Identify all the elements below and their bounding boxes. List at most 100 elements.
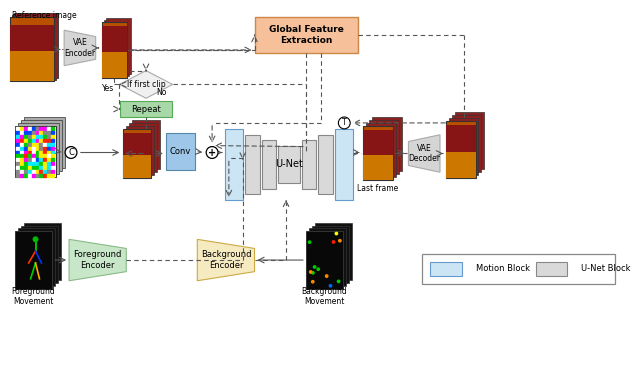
FancyBboxPatch shape	[102, 22, 127, 78]
Bar	[51, 158, 54, 161]
Bar	[31, 166, 35, 169]
Bar	[44, 142, 46, 146]
FancyBboxPatch shape	[18, 123, 59, 174]
Bar	[28, 142, 31, 146]
FancyBboxPatch shape	[363, 153, 392, 180]
Bar	[47, 147, 51, 150]
Bar	[28, 150, 31, 154]
Bar	[28, 162, 31, 165]
Bar	[28, 170, 31, 173]
Bar	[24, 155, 27, 157]
Bar	[16, 158, 19, 161]
FancyBboxPatch shape	[166, 133, 195, 170]
Bar	[24, 166, 27, 169]
FancyBboxPatch shape	[225, 129, 243, 200]
FancyBboxPatch shape	[422, 254, 614, 284]
Text: Background
Movement: Background Movement	[301, 287, 348, 306]
Bar	[28, 131, 31, 134]
Bar	[16, 131, 19, 134]
Bar	[40, 158, 42, 161]
Bar	[40, 174, 42, 177]
Bar	[16, 142, 19, 146]
Bar	[35, 162, 38, 165]
Bar	[31, 127, 35, 130]
Text: Background
Encoder: Background Encoder	[201, 250, 251, 270]
Bar	[47, 162, 51, 165]
Bar	[20, 174, 22, 177]
FancyBboxPatch shape	[452, 115, 481, 172]
Bar	[47, 131, 51, 134]
Polygon shape	[64, 30, 96, 66]
Bar	[51, 127, 54, 130]
FancyBboxPatch shape	[18, 228, 55, 286]
Bar	[31, 170, 35, 173]
Bar	[28, 135, 31, 138]
FancyBboxPatch shape	[302, 140, 316, 189]
Bar	[47, 158, 51, 161]
Bar	[51, 174, 54, 177]
Bar	[40, 147, 42, 150]
Bar	[28, 166, 31, 169]
Bar	[28, 127, 31, 130]
FancyBboxPatch shape	[10, 17, 54, 81]
FancyBboxPatch shape	[124, 154, 151, 178]
Bar	[31, 131, 35, 134]
Polygon shape	[120, 71, 173, 98]
Bar	[47, 142, 51, 146]
Bar	[20, 142, 22, 146]
FancyBboxPatch shape	[455, 112, 484, 169]
Bar	[20, 127, 22, 130]
Bar	[35, 174, 38, 177]
FancyBboxPatch shape	[315, 223, 352, 280]
Bar	[44, 135, 46, 138]
FancyBboxPatch shape	[372, 117, 401, 171]
Polygon shape	[408, 135, 440, 172]
Polygon shape	[197, 239, 255, 281]
Bar	[51, 139, 54, 142]
Bar	[44, 158, 46, 161]
Bar	[44, 162, 46, 165]
Bar	[31, 155, 35, 157]
Bar	[35, 135, 38, 138]
Bar	[24, 147, 27, 150]
Circle shape	[206, 147, 218, 158]
FancyBboxPatch shape	[255, 17, 358, 53]
Bar	[31, 139, 35, 142]
Bar	[16, 135, 19, 138]
Bar	[51, 131, 54, 134]
Bar	[44, 166, 46, 169]
Bar	[31, 135, 35, 138]
FancyBboxPatch shape	[317, 135, 333, 194]
Bar	[31, 158, 35, 161]
FancyBboxPatch shape	[430, 262, 461, 276]
Bar	[47, 135, 51, 138]
Bar	[44, 131, 46, 134]
Bar	[40, 162, 42, 165]
Text: Conv: Conv	[170, 147, 191, 156]
Bar	[44, 150, 46, 154]
Text: Repeat: Repeat	[131, 105, 161, 114]
Bar	[20, 155, 22, 157]
Text: Last frame: Last frame	[357, 184, 399, 193]
FancyBboxPatch shape	[126, 126, 154, 175]
Circle shape	[326, 275, 328, 277]
Bar	[24, 135, 27, 138]
Bar	[16, 174, 19, 177]
Circle shape	[65, 147, 77, 158]
Bar	[47, 139, 51, 142]
FancyBboxPatch shape	[24, 223, 61, 280]
Circle shape	[330, 285, 332, 287]
FancyBboxPatch shape	[104, 20, 129, 76]
Bar	[35, 147, 38, 150]
Bar	[28, 155, 31, 157]
Bar	[44, 139, 46, 142]
FancyBboxPatch shape	[15, 231, 52, 289]
Bar	[40, 127, 42, 130]
Bar	[40, 170, 42, 173]
FancyBboxPatch shape	[308, 228, 346, 286]
Text: If first clip: If first clip	[127, 80, 165, 89]
Circle shape	[332, 241, 335, 243]
Text: Motion Block: Motion Block	[477, 264, 531, 274]
Bar	[16, 166, 19, 169]
Bar	[24, 170, 27, 173]
